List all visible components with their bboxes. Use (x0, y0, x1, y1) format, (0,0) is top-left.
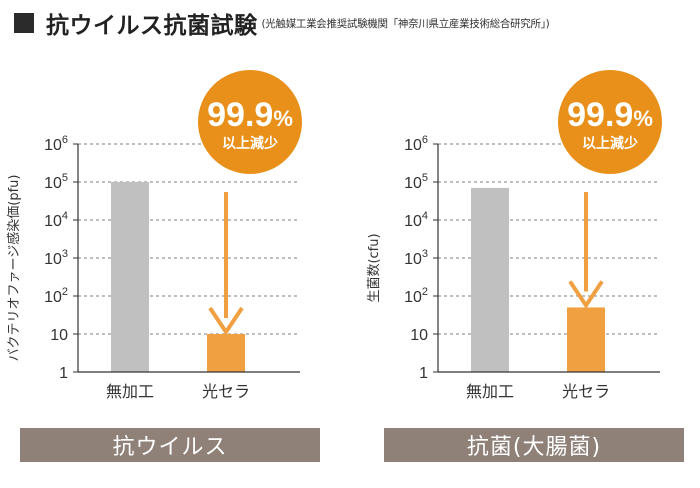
y-tick-label: 1 (59, 365, 68, 382)
y-tick-label: 102 (404, 286, 428, 306)
badge-caption: 以上減少 (222, 135, 278, 152)
y-axis-title: 生菌数(cfu) (367, 233, 382, 302)
y-tick-label: 105 (404, 172, 428, 192)
antibacterial-chart: 1 10 102 103 104 105 106 生菌数(cfu) 無加工 光セラ 99.9% 以上減… (360, 60, 700, 420)
category-label: 光セラ (562, 382, 610, 401)
y-tick-label: 102 (44, 286, 68, 306)
bar-untreated (471, 187, 509, 372)
antivirus-chart: 1 10 102 103 104 105 106 バクテリオファージ感染価(pfu) 無加工 光セ… (0, 60, 340, 420)
y-tick-label: 106 (44, 134, 68, 154)
page-header: 抗ウイルス抗菌試験 (光触媒工業会推奨試験機関「神奈川県立産業技術総合研究所」) (14, 8, 550, 39)
title-marker-icon (14, 13, 34, 33)
bar-hikarisera (567, 307, 605, 372)
y-tick-label: 104 (44, 210, 68, 230)
y-tick-label: 10 (50, 327, 68, 344)
antivirus-chart-svg: 1 10 102 103 104 105 106 バクテリオファージ感染価(pfu) 無加工 光セ… (6, 70, 302, 401)
badge-percentage: 99.9% (567, 96, 653, 134)
badge-caption: 以上減少 (582, 135, 638, 152)
antibacterial-footer-label: 抗菌(大腸菌) (384, 428, 684, 462)
bar-untreated (111, 182, 149, 372)
antivirus-footer-label: 抗ウイルス (20, 428, 320, 462)
test-source-note: (光触媒工業会推奨試験機関「神奈川県立産業技術総合研究所」) (261, 17, 550, 30)
reduction-arrowhead-icon (208, 306, 244, 336)
antibacterial-chart-svg: 1 10 102 103 104 105 106 生菌数(cfu) 無加工 光セラ 99.9%以上減… (367, 70, 662, 401)
category-label: 無加工 (466, 382, 514, 401)
bar-hikarisera (207, 334, 245, 372)
y-axis-title: バクテリオファージ感染価(pfu) (6, 175, 22, 362)
page-title: 抗ウイルス抗菌試験 (46, 13, 258, 39)
y-tick-label: 104 (404, 210, 428, 230)
reduction-arrowhead-icon (568, 280, 604, 310)
y-tick-label: 105 (44, 172, 68, 192)
badge-percentage: 99.9% (207, 96, 293, 134)
y-tick-label: 103 (44, 248, 68, 268)
category-label: 光セラ (202, 382, 250, 401)
y-tick-label: 103 (404, 248, 428, 268)
y-tick-label: 10 (410, 327, 428, 344)
y-tick-label: 106 (404, 134, 428, 154)
reduction-badge (198, 70, 302, 174)
reduction-badge (558, 70, 662, 174)
y-tick-label: 1 (419, 365, 428, 382)
category-label: 無加工 (106, 382, 154, 401)
